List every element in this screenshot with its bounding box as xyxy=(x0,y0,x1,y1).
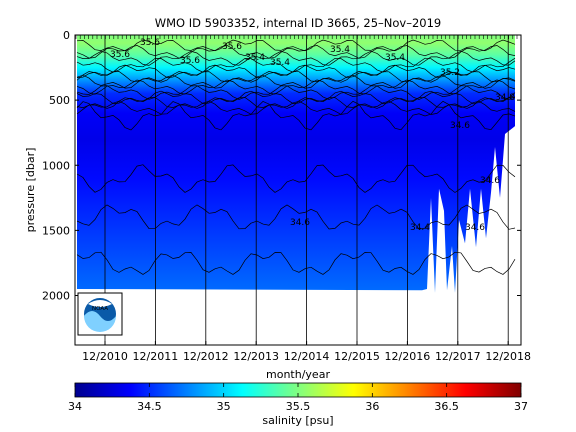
contour-line xyxy=(76,85,516,100)
noaa-logo: NOAA xyxy=(77,292,123,336)
contour-label: 34.8 xyxy=(495,93,515,103)
chart-title: WMO ID 5903352, internal ID 3665, 25–Nov… xyxy=(155,16,442,30)
x-tick-label: 12/2011 xyxy=(133,350,179,363)
colorbar-tick-label: 37 xyxy=(514,400,528,413)
colorbar-tick-label: 34.5 xyxy=(137,400,162,413)
contour-label: 35.6 xyxy=(110,50,130,60)
y-tick-label: 1500 xyxy=(42,224,70,237)
contour-label: 34.6 xyxy=(465,223,485,233)
contour-line xyxy=(76,251,516,275)
contour-line xyxy=(76,71,516,83)
contour-label: 35.6 xyxy=(180,56,200,66)
contour-label: 34.6 xyxy=(290,218,310,228)
contour-line xyxy=(76,74,516,89)
colorbar-tick-label: 35.5 xyxy=(286,400,311,413)
x-tick-label: 12/2017 xyxy=(435,350,481,363)
colorbar: 34 34.5 35 35.5 36 36.5 37 salinity [psu] xyxy=(68,382,528,427)
contour-line xyxy=(76,100,516,115)
contour-line xyxy=(76,57,516,73)
x-axis-label: month/year xyxy=(266,368,330,381)
contour-line xyxy=(76,79,516,95)
contour-label: 35.6 xyxy=(140,38,160,48)
contour-label: 35.4 xyxy=(270,58,290,68)
contour-line xyxy=(76,39,516,52)
contour-label: 35.4 xyxy=(385,53,405,63)
y-tick-label: 0 xyxy=(63,29,70,42)
contour-label: 34.6 xyxy=(480,176,500,186)
colorbar-ticks: 34 34.5 35 35.5 36 36.5 37 xyxy=(68,383,528,413)
x-tick-label: 12/2018 xyxy=(485,350,531,363)
x-tick-label: 12/2014 xyxy=(284,350,330,363)
contour-line xyxy=(76,100,516,131)
contour-label: 35.6 xyxy=(222,42,242,52)
contour-label: 35.4 xyxy=(245,53,265,63)
contour-line xyxy=(76,45,516,59)
contour-label: 34.4 xyxy=(410,223,430,233)
plot-area: 35.635.635.635.635.435.435.4 35.435.234.8… xyxy=(42,29,531,363)
y-axis: 0 500 1000 1500 2000 xyxy=(42,29,521,303)
x-tick-label: 12/2012 xyxy=(183,350,229,363)
contour-line xyxy=(76,164,516,193)
contour-label: 35.4 xyxy=(330,45,350,55)
x-tick-label: 12/2016 xyxy=(385,350,431,363)
contour-labels: 35.635.635.635.635.435.435.4 35.435.234.8… xyxy=(110,38,515,233)
contour-label: 34.6 xyxy=(450,121,470,131)
contour-line xyxy=(76,64,516,79)
y-tick-label: 2000 xyxy=(42,290,70,303)
colorbar-tick-label: 36.5 xyxy=(434,400,459,413)
y-tick-label: 500 xyxy=(49,94,70,107)
x-tick-label: 12/2013 xyxy=(233,350,279,363)
plot-frame xyxy=(74,34,522,346)
contour-line xyxy=(76,50,516,66)
x-tick-label: 12/2015 xyxy=(334,350,380,363)
contour-line xyxy=(76,97,516,109)
colorbar-tick-label: 35 xyxy=(217,400,231,413)
noaa-logo-text: NOAA xyxy=(92,306,108,312)
x-axis: 12/2010 12/2011 12/2012 12/2013 12/2014 12/20… xyxy=(75,35,531,363)
y-axis-label: pressure [dbar] xyxy=(24,148,37,233)
y-tick-label: 1000 xyxy=(42,159,70,172)
colorbar-label: salinity [psu] xyxy=(262,414,333,427)
salinity-field xyxy=(77,35,515,293)
contour-lines xyxy=(76,39,516,275)
x-tick-label: 12/2010 xyxy=(82,350,128,363)
colorbar-tick-label: 34 xyxy=(68,400,82,413)
contour-label: 35.2 xyxy=(440,68,460,78)
colorbar-tick-label: 36 xyxy=(365,400,379,413)
contour-line xyxy=(76,204,516,230)
